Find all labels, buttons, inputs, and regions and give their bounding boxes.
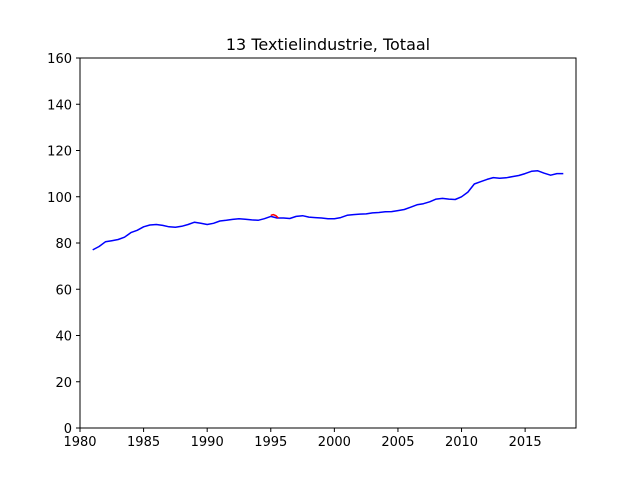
series-line-1 [270, 213, 279, 219]
x-tick-label: 1980 [63, 435, 96, 450]
x-tick-label: 1995 [254, 435, 287, 450]
x-tick-label: 2015 [509, 435, 542, 450]
x-tick-label: 1990 [191, 435, 224, 450]
y-tick-label: 40 [55, 330, 72, 345]
x-axis: 1980 1985 1990 1995 2000 2005 2010 2015 [63, 428, 542, 450]
x-tick-label: 1985 [127, 435, 160, 450]
y-tick-label: 160 [47, 52, 72, 67]
y-tick-label: 140 [47, 98, 72, 113]
y-tick-label: 120 [47, 145, 72, 160]
x-tick-label: 2010 [445, 435, 478, 450]
series-line-0 [92, 170, 564, 251]
chart-title: 13 Textielindustrie, Totaal [226, 35, 430, 54]
plot-frame [79, 57, 577, 429]
y-tick-label: 100 [47, 191, 72, 206]
x-tick-label: 2005 [381, 435, 414, 450]
y-tick-label: 80 [55, 237, 72, 252]
series-layer [92, 170, 564, 251]
y-tick-label: 0 [64, 422, 72, 437]
x-tick-label: 2000 [318, 435, 351, 450]
y-axis: 0 20 40 60 80 100 120 140 160 [47, 52, 80, 437]
y-tick-label: 60 [55, 283, 72, 298]
y-tick-label: 20 [55, 376, 72, 391]
